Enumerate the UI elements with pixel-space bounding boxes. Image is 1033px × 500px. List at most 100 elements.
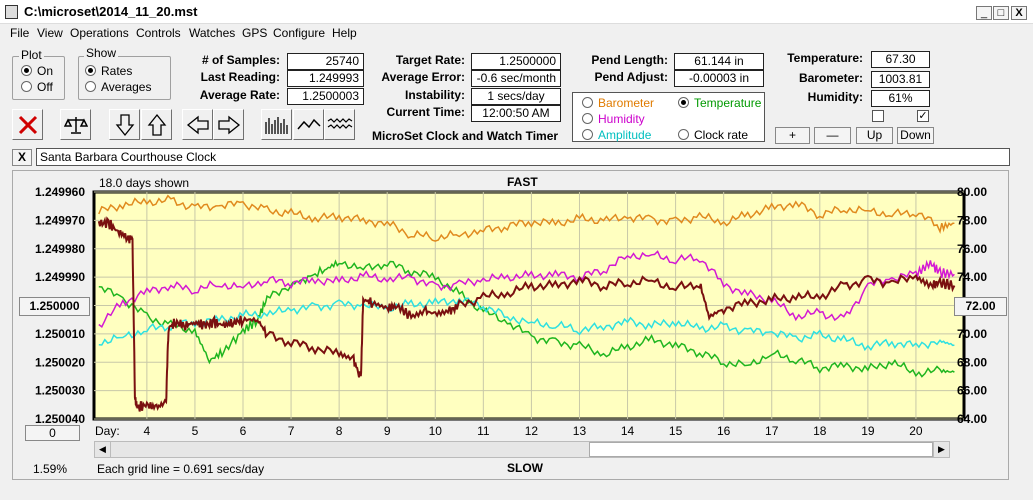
right-tick-label: 76.00 (957, 242, 987, 256)
clear-button[interactable] (12, 109, 43, 140)
samples-label: # of Samples: (201, 53, 280, 67)
left-tick-label: 1.250010 (35, 327, 85, 341)
x-tick-label: 20 (909, 424, 923, 438)
menu-operations[interactable]: Operations (70, 26, 129, 40)
scroll-left-icon[interactable]: ◀ (95, 442, 111, 457)
chart-panel: 1.249960 1.249970 1.249980 1.249990 1.250010… (12, 170, 1009, 480)
average-error-value: -0.6 sec/month (471, 70, 561, 87)
radio-dot (678, 97, 689, 108)
maximize-button[interactable]: □ (993, 6, 1009, 20)
sensor-checkbox-1[interactable] (872, 110, 884, 122)
bar-graph-button[interactable] (261, 109, 292, 140)
up-button[interactable]: Up (856, 127, 893, 144)
barometer-radio[interactable]: Barometer (582, 96, 654, 110)
close-button[interactable]: X (1011, 6, 1027, 20)
radio-dot (582, 129, 593, 140)
menu-gps[interactable]: GPS (242, 26, 268, 40)
fast-label: FAST (507, 175, 538, 189)
radio-dot (85, 81, 96, 92)
grid-note: Each grid line = 0.691 secs/day (97, 462, 265, 476)
radio-dot (582, 113, 593, 124)
scroll-right-icon[interactable]: ▶ (933, 442, 949, 457)
horizontal-scrollbar[interactable]: ◀ ▶ (94, 441, 950, 458)
average-rate-value: 1.2500003 (287, 88, 364, 105)
humidity-label: Humidity: (807, 90, 863, 104)
right-tick-label: 78.00 (957, 213, 987, 227)
menu-configure[interactable]: Configure (273, 26, 326, 40)
pend-length-label: Pend Length: (591, 53, 668, 67)
target-rate-value: 1.2500000 (471, 53, 561, 70)
plot-off-radio[interactable]: Off (21, 80, 53, 94)
slow-label: SLOW (507, 461, 543, 475)
x-tick-label: 4 (144, 424, 151, 438)
arrow-left-button[interactable] (182, 109, 213, 140)
instability-label: Instability: (404, 88, 465, 102)
sensor-checkbox-2[interactable]: ✓ (917, 110, 929, 122)
temperature-radio[interactable]: Temperature (678, 96, 761, 110)
temperature-label: Temperature: (787, 51, 863, 65)
radio-dot (582, 97, 593, 108)
target-rate-label: Target Rate: (395, 53, 465, 67)
clock-rate-radio[interactable]: Clock rate (678, 128, 748, 142)
plot-on-radio[interactable]: On (21, 64, 53, 78)
minus-button[interactable]: — (814, 127, 851, 144)
left-axis-ticks: 1.249960 1.249970 1.249980 1.249990 1.250010… (35, 185, 85, 426)
menu-watches[interactable]: Watches (189, 26, 236, 40)
menu-view[interactable]: View (37, 26, 63, 40)
arrow-up-button[interactable] (141, 109, 172, 140)
app-name: MicroSet Clock and Watch Timer (372, 129, 559, 143)
menu-file[interactable]: File (10, 26, 30, 40)
x-tick-label: 8 (336, 424, 343, 438)
app-icon (5, 5, 18, 19)
samples-value: 25740 (287, 53, 364, 70)
x-tick-label: 19 (861, 424, 875, 438)
plus-button[interactable]: + (775, 127, 810, 144)
left-tick-label: 1.250040 (35, 412, 85, 426)
series-line-4 (97, 216, 956, 412)
right-tick-label: 64.00 (957, 412, 987, 426)
arrow-right-button[interactable] (213, 109, 244, 140)
menu-help[interactable]: Help (332, 26, 357, 40)
show-rates-radio[interactable]: Rates (85, 64, 132, 78)
arrow-down-icon (115, 113, 134, 136)
show-averages-radio[interactable]: Averages (85, 80, 151, 94)
instability-value: 1 secs/day (471, 88, 561, 105)
right-tick-label: 70.00 (957, 327, 987, 341)
down-button[interactable]: Down (897, 127, 934, 144)
window-title: C:\microset\2014_11_20.mst (24, 4, 198, 19)
amplitude-radio[interactable]: Amplitude (582, 128, 651, 142)
x-tick-label: 14 (621, 424, 635, 438)
temperature-reference-button[interactable]: 72.00 (954, 297, 1007, 316)
x-tick-label: 5 (192, 424, 199, 438)
average-error-label: Average Error: (381, 70, 465, 84)
plot-group-title: Plot (19, 48, 44, 62)
last-reading-value: 1.249993 (287, 70, 364, 87)
percent-label: 1.59% (33, 462, 68, 476)
close-x-icon (18, 115, 37, 134)
arrow-up-icon (147, 113, 166, 136)
show-group-title: Show (84, 46, 119, 60)
pend-adjust-value: -0.00003 in (674, 70, 764, 87)
left-tick-label: 1.250030 (35, 384, 85, 398)
bar-graph-icon (264, 116, 288, 134)
arrow-down-button[interactable] (109, 109, 140, 140)
x-tick-label: 15 (669, 424, 683, 438)
note-field[interactable]: Santa Barbara Courthouse Clock (36, 148, 1010, 166)
rate-reference-button[interactable]: 1.250000 (19, 297, 90, 316)
minimize-button[interactable]: _ (976, 6, 992, 20)
x-tick-label: 9 (384, 424, 391, 438)
noise-graph-button[interactable] (324, 109, 355, 140)
menu-controls[interactable]: Controls (136, 26, 181, 40)
offset-button[interactable]: 0 (25, 425, 80, 441)
left-tick-label: 1.249970 (35, 213, 85, 227)
line-graph-button[interactable] (293, 109, 324, 140)
clear-note-button[interactable]: X (12, 149, 32, 166)
right-tick-label: 74.00 (957, 270, 987, 284)
balance-button[interactable] (60, 109, 91, 140)
radio-dot (85, 65, 96, 76)
temperature-value: 67.30 (871, 51, 930, 68)
day-axis-label: Day: (95, 424, 120, 438)
humidity-radio[interactable]: Humidity (582, 112, 645, 126)
series-line-3 (98, 297, 955, 352)
scroll-thumb[interactable] (589, 442, 933, 457)
